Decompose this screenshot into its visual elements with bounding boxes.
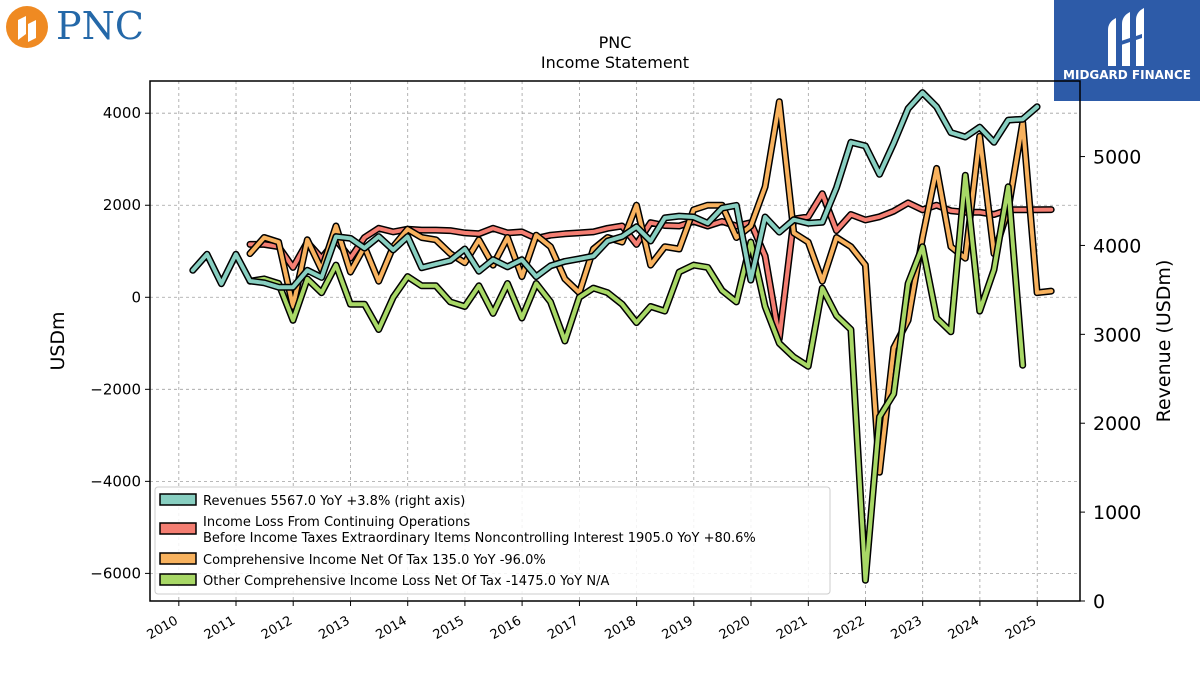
left-tick-label: −2000 (90, 380, 141, 398)
plot-frame (149, 80, 1081, 602)
right-tick-label: 0 (1093, 591, 1105, 613)
x-tick-label: 2023 (889, 613, 925, 643)
right-axis-label: Revenue (USDm) (1153, 260, 1175, 423)
x-axis: 2010 2011 2012 2013 2014 2015 2016 2017 2018 2019… (145, 601, 1039, 643)
right-tick-label: 5000 (1093, 147, 1141, 169)
chart-subtitle: Income Statement (541, 53, 689, 72)
x-tick-label: 2018 (602, 613, 638, 643)
pnc-logo: PNC (6, 4, 156, 48)
chart-title: PNC (599, 33, 632, 52)
series-lines (189, 89, 1055, 584)
left-tick-label: 4000 (103, 104, 141, 122)
series-revenues-line (190, 90, 1040, 290)
x-tick-label: 2020 (717, 613, 753, 643)
legend-swatch-comprehensive (159, 552, 197, 565)
x-tick-label: 2011 (202, 613, 238, 643)
left-axis: −6000 −4000 −2000 0 2000 4000 (90, 104, 150, 582)
x-tick-label: 2025 (1003, 613, 1039, 643)
series-oci (246, 171, 1027, 584)
left-axis-label: USDm (47, 311, 69, 370)
right-tick-label: 3000 (1093, 324, 1141, 346)
series-pretax-income-line (248, 191, 1054, 341)
series-oci-line (248, 173, 1025, 583)
legend-swatch-revenues (159, 493, 197, 506)
x-tick-label: 2017 (545, 613, 581, 643)
legend-frame (154, 486, 831, 595)
x-tick-label: 2019 (660, 613, 696, 643)
x-tick-label: 2015 (431, 613, 467, 643)
legend-label-pretax-line1: Income Loss From Continuing Operations (203, 515, 470, 530)
right-tick-label: 1000 (1093, 502, 1141, 524)
legend-label-oci: Other Comprehensive Income Loss Net Of T… (203, 574, 609, 589)
series-revenues (189, 89, 1041, 291)
left-tick-label: −4000 (90, 472, 141, 490)
legend-label-revenues: Revenues 5567.0 YoY +3.8% (right axis) (203, 494, 465, 509)
right-tick-label: 2000 (1093, 413, 1141, 435)
x-tick-label: 2021 (774, 613, 810, 643)
series-pretax-income (246, 190, 1055, 343)
x-tick-label: 2024 (946, 613, 982, 643)
legend-swatch-pretax (159, 522, 197, 535)
legend: Revenues 5567.0 YoY +3.8% (right axis) I… (154, 486, 831, 595)
x-tick-label: 2010 (145, 613, 181, 643)
midgard-finance-logo: MIDGARD FINANCE (1054, 0, 1200, 101)
right-axis: 0 1000 2000 3000 4000 5000 (1080, 147, 1141, 613)
x-tick-label: 2013 (316, 613, 352, 643)
x-tick-label: 2012 (259, 613, 295, 643)
legend-label-comprehensive: Comprehensive Income Net Of Tax 135.0 Yo… (203, 553, 546, 568)
midgard-finance-text: MIDGARD FINANCE (1063, 68, 1191, 82)
midgard-emblem-icon (1108, 8, 1144, 66)
left-tick-label: 2000 (103, 196, 141, 214)
pnc-logo-icon (6, 6, 48, 48)
left-tick-label: 0 (131, 288, 141, 306)
legend-label-pretax-line2: Before Income Taxes Extraordinary Items … (203, 531, 756, 546)
x-tick-label: 2014 (374, 613, 410, 643)
legend-swatch-oci (159, 573, 197, 586)
x-tick-label: 2022 (831, 613, 867, 643)
left-tick-label: −6000 (90, 564, 141, 582)
right-tick-label: 4000 (1093, 235, 1141, 257)
pnc-logo-text: PNC (56, 4, 144, 48)
x-tick-label: 2016 (488, 613, 524, 643)
